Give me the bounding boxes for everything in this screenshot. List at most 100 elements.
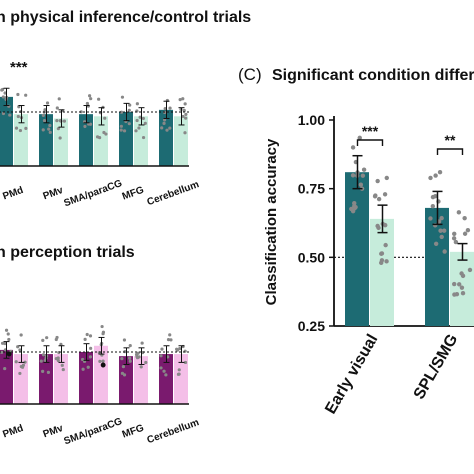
data-dot bbox=[462, 215, 467, 221]
bar-Early visual-s1 bbox=[370, 218, 394, 326]
data-dot bbox=[452, 292, 457, 297]
data-dot bbox=[165, 128, 169, 132]
data-dot bbox=[360, 173, 366, 178]
panel-c-label: (C) bbox=[238, 65, 262, 84]
data-dot bbox=[80, 357, 85, 362]
data-dot bbox=[134, 129, 138, 133]
data-dot bbox=[383, 222, 388, 228]
data-dot bbox=[56, 358, 60, 363]
data-dot bbox=[89, 97, 93, 101]
data-dot bbox=[54, 357, 58, 361]
y-axis-label: Classification accuracy bbox=[263, 138, 280, 305]
data-dot bbox=[168, 126, 172, 130]
data-dot bbox=[433, 241, 439, 246]
data-dot bbox=[45, 336, 49, 340]
data-dot bbox=[21, 363, 25, 367]
data-dot bbox=[55, 106, 59, 110]
data-dot bbox=[24, 93, 28, 97]
data-dot bbox=[349, 206, 354, 212]
data-dot bbox=[357, 135, 362, 141]
data-dot bbox=[83, 124, 87, 129]
data-dot bbox=[177, 368, 181, 372]
data-dot bbox=[122, 129, 127, 133]
data-dot bbox=[18, 371, 22, 376]
data-dot bbox=[4, 328, 9, 332]
data-dot bbox=[350, 145, 356, 150]
data-dot bbox=[1, 111, 6, 116]
data-dot bbox=[350, 173, 356, 178]
data-dot bbox=[375, 178, 380, 184]
bar-SPL/SMG-s0 bbox=[425, 207, 449, 326]
data-dot bbox=[48, 130, 52, 134]
panel-a: n physical inference/control trials PMd P… bbox=[0, 9, 251, 209]
tick-label-MFG: MFG bbox=[121, 423, 146, 441]
data-dot bbox=[57, 97, 61, 101]
data-dot bbox=[128, 103, 132, 107]
data-dot bbox=[135, 102, 139, 106]
data-dot bbox=[433, 193, 438, 199]
data-dot bbox=[119, 110, 124, 114]
data-dot bbox=[181, 114, 185, 119]
bar-Cerebellum-s1 bbox=[174, 354, 188, 404]
bar-PMv-s0 bbox=[39, 354, 53, 404]
data-dot bbox=[23, 360, 27, 364]
data-dot bbox=[184, 112, 188, 116]
data-dot bbox=[164, 373, 168, 377]
data-dot bbox=[460, 291, 466, 296]
data-dot bbox=[181, 97, 185, 101]
data-dot bbox=[159, 354, 163, 358]
data-dot bbox=[168, 106, 172, 110]
data-dot bbox=[453, 239, 459, 245]
data-dot bbox=[59, 342, 63, 347]
data-dot bbox=[121, 365, 126, 369]
data-dot bbox=[6, 332, 10, 336]
data-dot bbox=[119, 124, 123, 128]
bar-MFG-s1 bbox=[134, 116, 148, 166]
data-dot bbox=[452, 231, 457, 237]
data-dot bbox=[358, 182, 364, 187]
data-dot bbox=[79, 110, 83, 114]
data-dot bbox=[168, 333, 172, 337]
data-dot bbox=[0, 87, 5, 92]
y-tick-label: 0.25 bbox=[298, 318, 325, 334]
panel-c-title: Significant condition differe bbox=[272, 67, 474, 84]
panel-a-title: n physical inference/control trials bbox=[0, 9, 251, 26]
data-dot bbox=[138, 115, 142, 119]
data-dot bbox=[438, 228, 443, 233]
data-dot bbox=[97, 97, 101, 101]
data-dot bbox=[88, 94, 92, 98]
data-dot bbox=[18, 128, 23, 133]
data-dot bbox=[135, 118, 139, 123]
tick-label-PMv: PMv bbox=[42, 423, 65, 441]
bar-Cerebellum-s1 bbox=[174, 116, 188, 166]
data-dot bbox=[46, 370, 51, 374]
data-dot bbox=[86, 365, 90, 369]
data-dot bbox=[120, 357, 124, 361]
data-dot bbox=[41, 353, 46, 357]
data-dot bbox=[1, 95, 5, 99]
tick-label-Cerebellum: Cerebellum bbox=[146, 417, 201, 446]
data-dot bbox=[160, 347, 164, 351]
data-dot bbox=[8, 113, 12, 117]
data-dot bbox=[467, 267, 473, 273]
data-dot bbox=[14, 126, 19, 130]
panel-b-title: n perception trials bbox=[0, 244, 135, 261]
data-dot bbox=[88, 334, 93, 338]
data-dot bbox=[175, 348, 180, 352]
data-dot bbox=[162, 121, 166, 125]
y-tick-label: 1.00 bbox=[298, 112, 325, 128]
data-dot bbox=[352, 201, 357, 206]
data-dot bbox=[361, 167, 367, 172]
data-dot bbox=[3, 366, 7, 371]
bar-PMv-s1 bbox=[54, 118, 68, 166]
y-tick-label: 0.75 bbox=[298, 181, 325, 197]
data-dot bbox=[465, 227, 471, 233]
data-dot bbox=[101, 330, 106, 334]
bar-Cerebellum-s0 bbox=[159, 354, 173, 404]
data-dot bbox=[88, 355, 93, 359]
bar-Cerebellum-s0 bbox=[159, 109, 173, 166]
data-dot bbox=[459, 271, 464, 276]
data-dot bbox=[101, 359, 105, 363]
data-dot bbox=[179, 107, 183, 111]
bar-PMv-s1 bbox=[54, 354, 68, 404]
